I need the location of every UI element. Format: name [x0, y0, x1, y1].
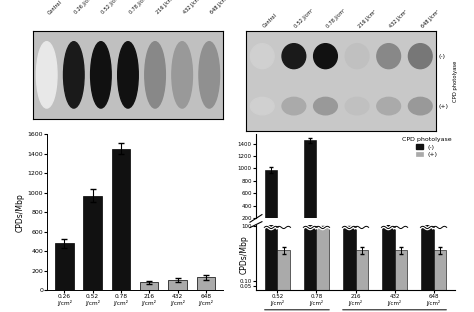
- Bar: [304, 205, 317, 312]
- Text: CPD photolyase: CPD photolyase: [453, 61, 457, 102]
- Text: 216 J/cm²: 216 J/cm²: [357, 8, 377, 29]
- Text: Control: Control: [262, 12, 278, 29]
- Ellipse shape: [377, 44, 401, 69]
- Text: 216 J/cm²: 216 J/cm²: [155, 0, 175, 16]
- Text: Control: Control: [47, 0, 63, 16]
- Ellipse shape: [250, 44, 274, 69]
- Bar: [277, 250, 290, 312]
- Text: 0.52 J/cm²: 0.52 J/cm²: [294, 7, 315, 29]
- Ellipse shape: [282, 44, 306, 69]
- Text: 432 J/cm²: 432 J/cm²: [389, 8, 409, 29]
- Bar: [265, 170, 277, 231]
- Ellipse shape: [282, 97, 306, 115]
- Ellipse shape: [409, 44, 432, 69]
- Text: 648 J/cm²: 648 J/cm²: [209, 0, 229, 16]
- Bar: [343, 226, 356, 231]
- Text: 432 J/cm²: 432 J/cm²: [182, 0, 202, 16]
- Bar: [317, 227, 329, 312]
- Text: (-): (-): [438, 54, 446, 59]
- Circle shape: [118, 42, 138, 108]
- Text: (+): (+): [438, 104, 448, 109]
- Circle shape: [91, 42, 111, 108]
- Bar: [83, 196, 102, 290]
- Text: 0.78 J/cm²: 0.78 J/cm²: [326, 7, 346, 29]
- Bar: [265, 208, 277, 312]
- Bar: [421, 225, 434, 312]
- Text: 648 J/cm²: 648 J/cm²: [420, 8, 440, 29]
- Text: CPDs/Mbp: CPDs/Mbp: [240, 235, 248, 274]
- Ellipse shape: [409, 97, 432, 115]
- Text: 0.78 J/cm²: 0.78 J/cm²: [128, 0, 149, 16]
- Bar: [317, 225, 329, 231]
- Text: 0.26 J/cm²: 0.26 J/cm²: [74, 0, 95, 16]
- Bar: [382, 225, 394, 231]
- Circle shape: [64, 42, 84, 108]
- Bar: [304, 140, 317, 231]
- Bar: [434, 250, 446, 312]
- Bar: [421, 224, 434, 231]
- Circle shape: [145, 42, 165, 108]
- Ellipse shape: [345, 97, 369, 115]
- Bar: [356, 250, 368, 312]
- Bar: [55, 243, 73, 290]
- Circle shape: [199, 42, 219, 108]
- Bar: [382, 226, 394, 312]
- Circle shape: [172, 42, 192, 108]
- Bar: [140, 282, 158, 290]
- Ellipse shape: [314, 44, 337, 69]
- Ellipse shape: [314, 97, 337, 115]
- Bar: [112, 149, 130, 290]
- Bar: [197, 277, 215, 290]
- Circle shape: [36, 42, 57, 108]
- Legend: (-), (+): (-), (+): [402, 137, 452, 157]
- Text: 0.52 J/cm²: 0.52 J/cm²: [101, 0, 122, 16]
- Ellipse shape: [250, 97, 274, 115]
- Y-axis label: CPDs/Mbp: CPDs/Mbp: [16, 193, 25, 232]
- Ellipse shape: [345, 44, 369, 69]
- Bar: [343, 228, 356, 312]
- Bar: [394, 250, 407, 312]
- Bar: [168, 280, 187, 290]
- Ellipse shape: [377, 97, 401, 115]
